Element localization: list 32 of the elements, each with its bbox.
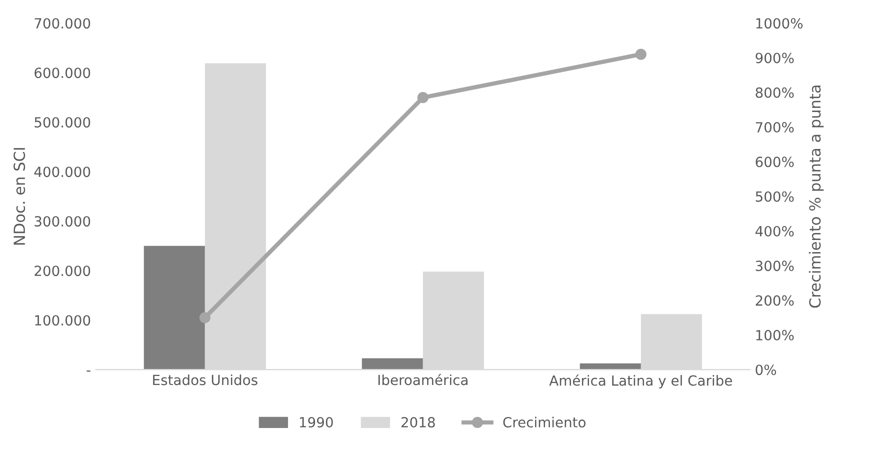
bar	[362, 358, 423, 370]
y2-tick-label: 800%	[756, 87, 794, 98]
y2-tick-label: 400%	[755, 226, 794, 236]
point	[417, 92, 428, 104]
y2-tick-label: 1000%	[756, 18, 803, 29]
y-tick-label: 700.000	[34, 18, 90, 29]
point	[635, 48, 646, 60]
y-tick-label: 100.000	[35, 315, 90, 326]
bar	[144, 246, 205, 370]
y2-tick-label: 500%	[756, 191, 794, 202]
legend-label: Crecimiento	[503, 416, 586, 428]
legend-label: 1990	[300, 416, 333, 428]
y2-tick-label: 600%	[756, 156, 794, 168]
y-tick-label: 600.000	[34, 68, 90, 78]
y-tick-label: 400.000	[34, 166, 90, 178]
y2-tick-label: 200%	[756, 295, 794, 306]
y2-tick-label: 0%	[756, 364, 776, 376]
y-tick-label: 200.000	[34, 266, 90, 276]
legend-label: 2018	[401, 416, 435, 428]
x-tick-label: América Latina y el Caribe	[549, 374, 732, 388]
x-tick-label: Estados Unidos	[153, 374, 258, 386]
y2-tick-label: 700%	[756, 122, 794, 133]
y-tick-label: 300.000	[34, 216, 90, 227]
x-tick-label: Iberoamérica	[378, 374, 468, 386]
y2-axis-title: Crecimiento % punta a punta	[808, 86, 824, 308]
y-tick-label: -	[86, 370, 90, 372]
point	[199, 312, 210, 324]
y-tick-label: 500.000	[34, 117, 90, 128]
y2-tick-label: 300%	[756, 260, 794, 272]
y2-tick-label: 100%	[756, 330, 794, 340]
y-axis-title: NDoc. en SCI	[14, 148, 26, 245]
y2-tick-label: 900%	[756, 52, 794, 64]
